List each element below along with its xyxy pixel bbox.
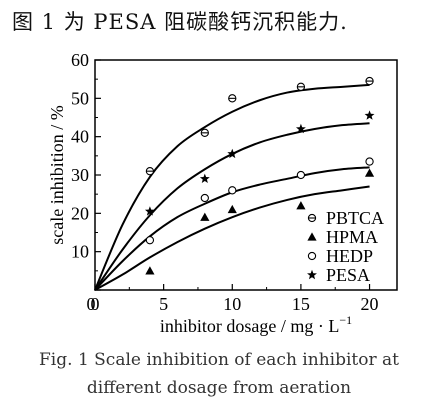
data-point-hedp xyxy=(365,157,374,166)
fit-curve-hpma xyxy=(94,185,370,291)
legend-marker-hpma xyxy=(307,232,317,241)
legend-label-hpma: HPMA xyxy=(326,227,378,247)
x-tick-label: 10 xyxy=(223,294,241,314)
data-point-hpma xyxy=(227,204,237,214)
figure-caption-line1: Fig. 1 Scale inhibition of each inhibito… xyxy=(39,350,399,370)
x-tick-label: 5 xyxy=(159,294,168,314)
origin-label: 0 xyxy=(87,294,96,314)
figure-caption-line2: different dosage from aeration xyxy=(86,378,352,398)
data-point-hedp xyxy=(296,170,306,180)
fit-curve-pbtca xyxy=(94,83,370,291)
data-point-pesa xyxy=(227,148,238,159)
data-point-pesa xyxy=(364,110,375,120)
data-point-hpma xyxy=(200,212,210,221)
data-point-pesa xyxy=(295,123,306,134)
legend-label-hedp: HEDP xyxy=(326,246,373,266)
y-tick-label: 60 xyxy=(71,50,89,70)
data-point-hedp xyxy=(200,193,209,203)
scale-inhibition-chart: 0 5 10 15 20 10 20 30 40 50 60 0 inhibitor dosage / … xyxy=(47,50,398,336)
data-point-hedp xyxy=(145,236,155,245)
y-tick-label: 50 xyxy=(71,88,89,108)
data-point-hpma xyxy=(364,168,375,177)
y-tick-label: 20 xyxy=(71,203,89,223)
legend-label-pesa: PESA xyxy=(326,265,370,285)
x-tick-label: 15 xyxy=(292,294,310,314)
x-axis-label: inhibitor dosage / mg · L−1 xyxy=(160,313,352,336)
data-point-hpma xyxy=(145,266,155,275)
data-point-pesa xyxy=(144,206,155,216)
data-point-pesa xyxy=(199,173,210,184)
y-tick-label: 40 xyxy=(71,127,89,147)
legend-label-pbtca: PBTCA xyxy=(326,208,384,228)
y-axis-label: scale inhibition / % xyxy=(47,105,67,244)
y-tick-label: 10 xyxy=(71,242,89,262)
x-axis-label-text: inhibitor dosage / mg · L xyxy=(160,316,339,336)
data-point-hedp xyxy=(228,186,237,195)
legend-marker-pesa xyxy=(307,269,317,280)
x-tick-label: 0 xyxy=(91,294,100,314)
x-tick-label: 20 xyxy=(361,294,379,314)
legend-marker-hedp xyxy=(307,251,317,261)
data-point-hpma xyxy=(296,201,306,210)
intro-text: 图 1 为 PESA 阻碳酸钙沉积能力. xyxy=(12,10,348,34)
y-tick-label: 30 xyxy=(71,165,89,185)
x-axis-label-superscript: −1 xyxy=(339,313,352,327)
